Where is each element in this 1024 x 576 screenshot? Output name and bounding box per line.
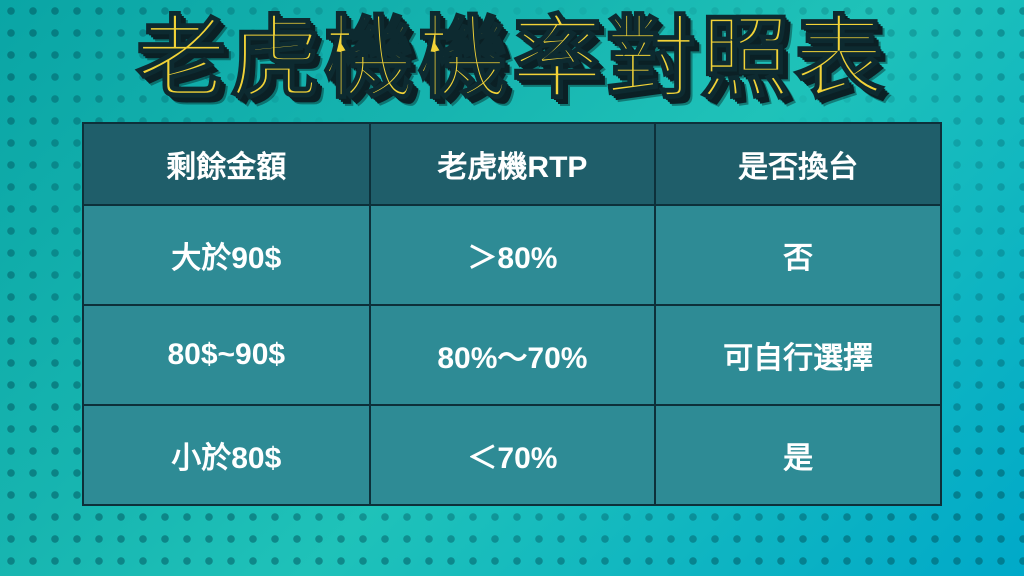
rtp-table: 剩餘金額 老虎機RTP 是否換台 大於90$ ＞80% 否 80$~90$ 80… [82,122,942,506]
cell-switch: 是 [655,405,941,505]
col-header-balance: 剩餘金額 [83,123,370,205]
content-container: 老虎機機率對照表 剩餘金額 老虎機RTP 是否換台 大於90$ ＞80% 否 8… [0,0,1024,576]
cell-balance: 小於80$ [83,405,370,505]
cell-balance: 80$~90$ [83,305,370,405]
cell-balance: 大於90$ [83,205,370,305]
cell-rtp: ＜70% [370,405,656,505]
cell-rtp: ＞80% [370,205,656,305]
cell-switch: 可自行選擇 [655,305,941,405]
table-header-row: 剩餘金額 老虎機RTP 是否換台 [83,123,941,205]
col-header-rtp: 老虎機RTP [370,123,656,205]
table-row: 大於90$ ＞80% 否 [83,205,941,305]
cell-switch: 否 [655,205,941,305]
cell-rtp: 80%～70% [370,305,656,405]
col-header-switch: 是否換台 [655,123,941,205]
page-title: 老虎機機率對照表 [136,14,888,104]
table-row: 小於80$ ＜70% 是 [83,405,941,505]
table-row: 80$~90$ 80%～70% 可自行選擇 [83,305,941,405]
